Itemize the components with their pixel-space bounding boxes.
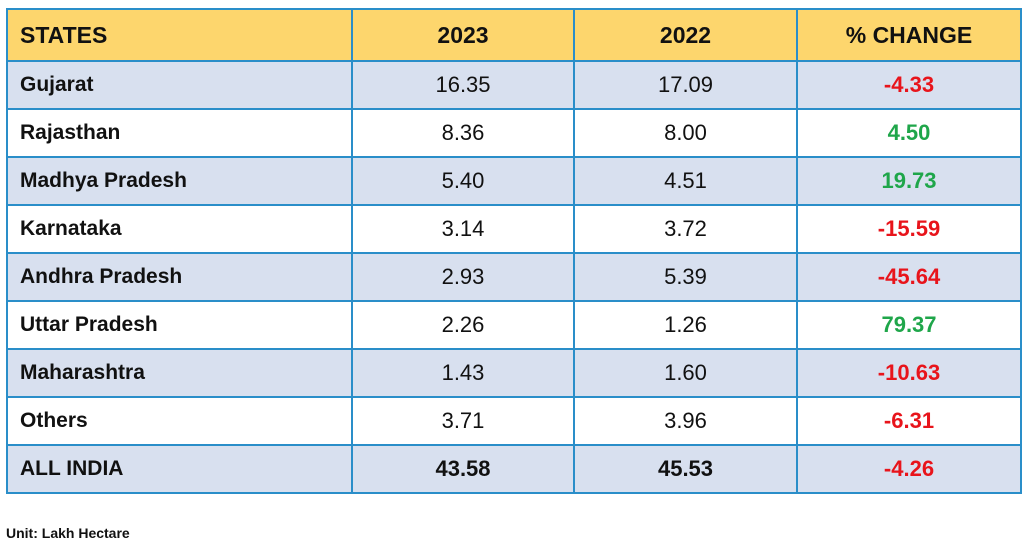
table-row: Uttar Pradesh 2.26 1.26 79.37 [6,300,1022,350]
table-row: Madhya Pradesh 5.40 4.51 19.73 [6,156,1022,206]
value-2022-cell: 3.72 [573,204,798,254]
state-name-cell: Maharashtra [6,348,353,398]
value-2023-cell: 8.36 [351,108,575,158]
state-name-cell: Madhya Pradesh [6,156,353,206]
header-row: STATES 2023 2022 % CHANGE [6,8,1022,62]
state-name-cell: ALL INDIA [6,444,353,494]
value-2022-cell: 17.09 [573,60,798,110]
value-2022-cell: 4.51 [573,156,798,206]
value-2022-cell: 45.53 [573,444,798,494]
value-2023-cell: 43.58 [351,444,575,494]
percent-change-cell: -4.26 [796,444,1022,494]
column-header-2022: 2022 [573,8,798,62]
state-name-cell: Others [6,396,353,446]
value-2022-cell: 5.39 [573,252,798,302]
value-2023-cell: 1.43 [351,348,575,398]
value-2022-cell: 8.00 [573,108,798,158]
value-2023-cell: 5.40 [351,156,575,206]
total-row: ALL INDIA 43.58 45.53 -4.26 [6,444,1022,494]
percent-change-cell: -15.59 [796,204,1022,254]
column-header-2023: 2023 [351,8,575,62]
state-name-cell: Uttar Pradesh [6,300,353,350]
unit-note: Unit: Lakh Hectare [6,525,130,541]
state-name-cell: Andhra Pradesh [6,252,353,302]
table-row: Karnataka 3.14 3.72 -15.59 [6,204,1022,254]
table-row: Gujarat 16.35 17.09 -4.33 [6,60,1022,110]
table-row: Others 3.71 3.96 -6.31 [6,396,1022,446]
percent-change-cell: -6.31 [796,396,1022,446]
state-name-cell: Gujarat [6,60,353,110]
value-2023-cell: 2.93 [351,252,575,302]
table-row: Andhra Pradesh 2.93 5.39 -45.64 [6,252,1022,302]
value-2023-cell: 3.71 [351,396,575,446]
percent-change-cell: 79.37 [796,300,1022,350]
value-2022-cell: 3.96 [573,396,798,446]
table-row: Maharashtra 1.43 1.60 -10.63 [6,348,1022,398]
table-row: Rajasthan 8.36 8.00 4.50 [6,108,1022,158]
state-name-cell: Rajasthan [6,108,353,158]
value-2023-cell: 2.26 [351,300,575,350]
percent-change-cell: -45.64 [796,252,1022,302]
percent-change-cell: -4.33 [796,60,1022,110]
percent-change-cell: 19.73 [796,156,1022,206]
percent-change-cell: 4.50 [796,108,1022,158]
state-name-cell: Karnataka [6,204,353,254]
value-2022-cell: 1.60 [573,348,798,398]
column-header-states: STATES [6,8,353,62]
value-2022-cell: 1.26 [573,300,798,350]
data-table: STATES 2023 2022 % CHANGE Gujarat 16.35 17… [6,8,1022,494]
value-2023-cell: 3.14 [351,204,575,254]
percent-change-cell: -10.63 [796,348,1022,398]
column-header-change: % CHANGE [796,8,1022,62]
table-body: Gujarat 16.35 17.09 -4.33 Rajasthan 8.36 8.00 4… [6,60,1022,494]
value-2023-cell: 16.35 [351,60,575,110]
